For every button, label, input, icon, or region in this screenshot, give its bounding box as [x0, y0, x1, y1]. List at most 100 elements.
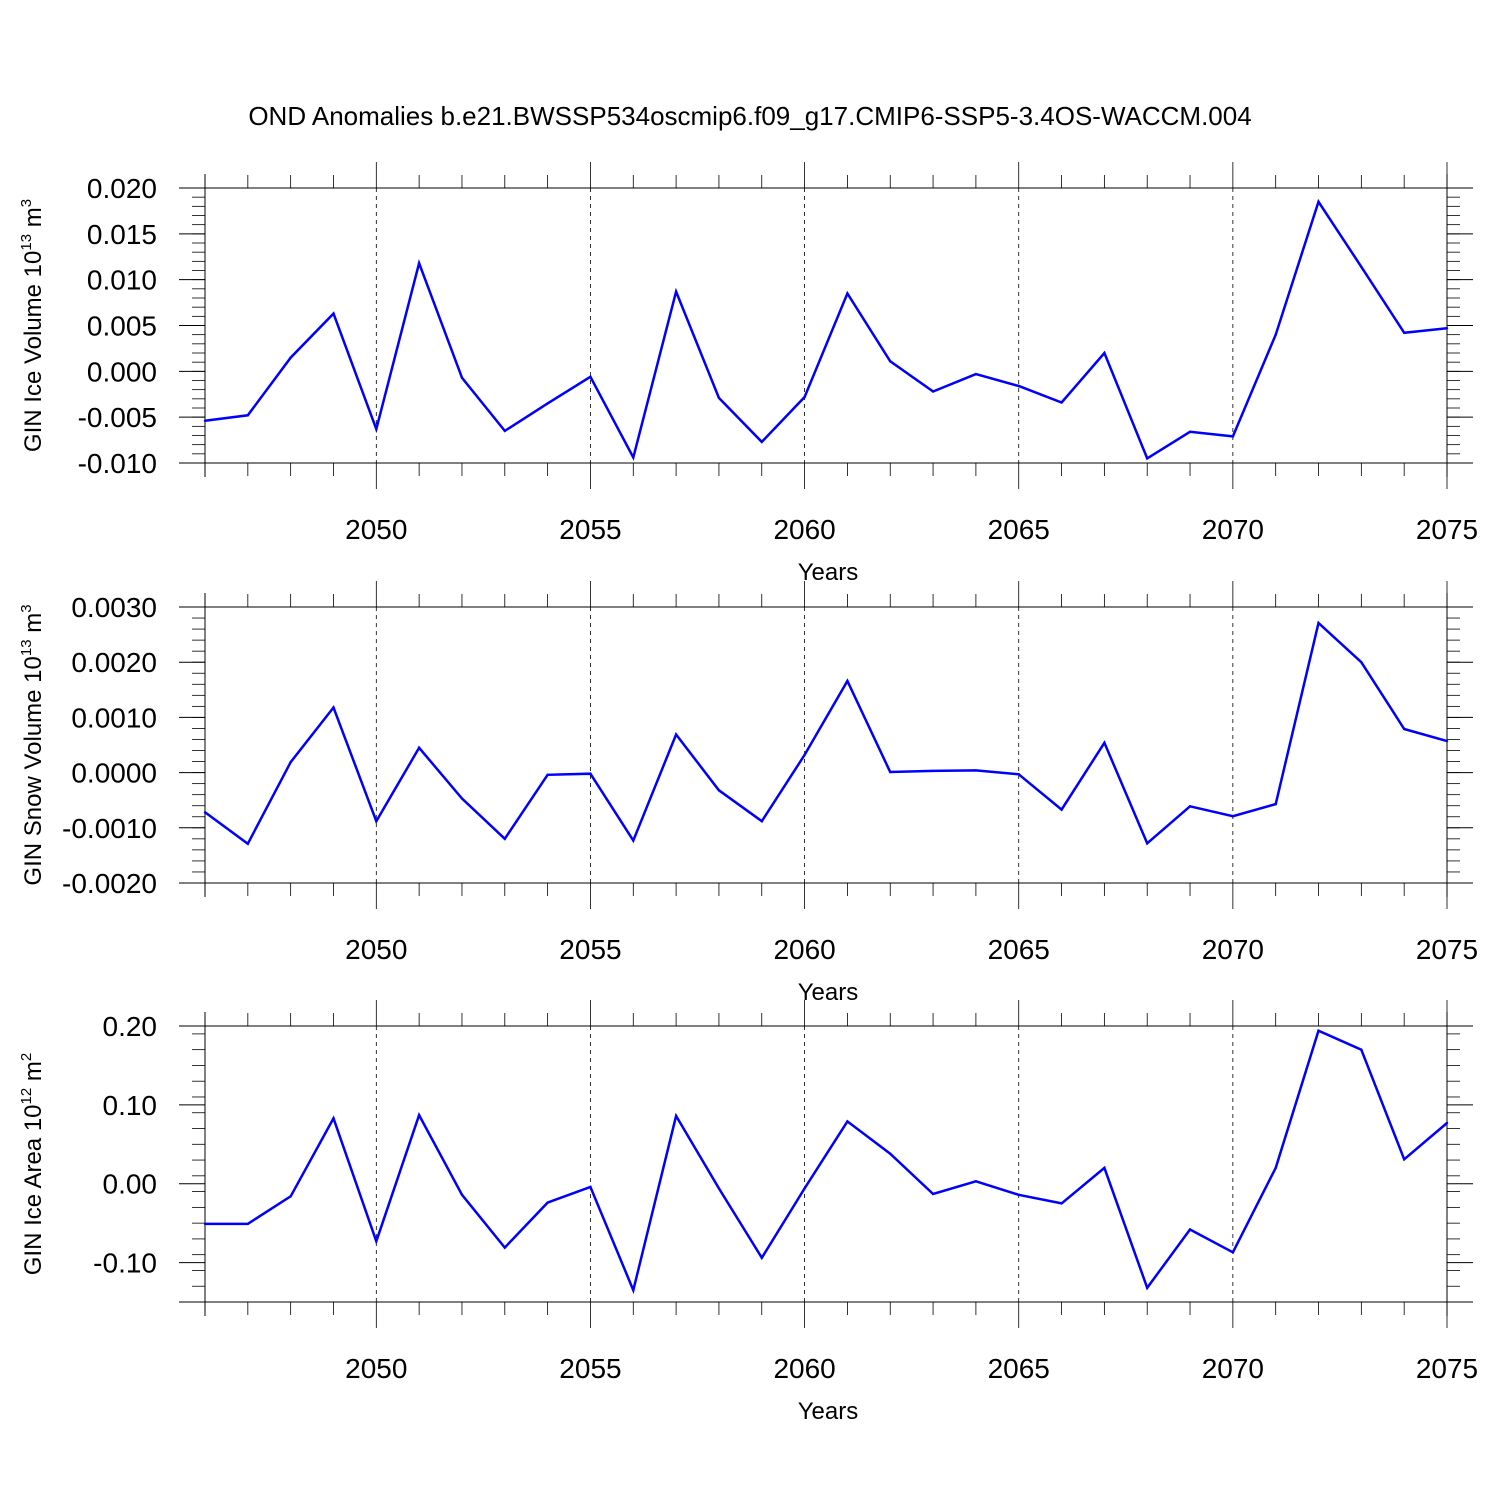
- y-tick-label: -0.0010: [62, 813, 157, 844]
- data-point: [1402, 727, 1406, 731]
- data-point: [1103, 351, 1106, 355]
- data-point: [846, 1120, 849, 1123]
- x-tick-label: 2065: [988, 934, 1050, 965]
- data-point: [589, 375, 592, 379]
- data-point: [246, 842, 250, 846]
- y-tick-label: 0.0000: [71, 758, 157, 789]
- data-point: [1146, 457, 1149, 460]
- data-point: [203, 419, 207, 423]
- data-point: [1317, 1029, 1320, 1032]
- data-point: [203, 1222, 207, 1226]
- data-point: [1231, 435, 1235, 438]
- chart-title: OND Anomalies b.e21.BWSSP534oscmip6.f09_…: [248, 101, 1251, 131]
- data-point: [289, 356, 292, 359]
- data-point: [589, 1185, 592, 1189]
- data-point: [1017, 384, 1020, 388]
- y-tick-label: 0.010: [87, 265, 157, 296]
- data-point: [289, 760, 292, 764]
- data-point: [332, 1117, 335, 1120]
- x-tick-label: 2060: [773, 1353, 835, 1384]
- data-series-line: [204, 620, 1448, 846]
- data-point: [1317, 200, 1320, 203]
- x-tick-label: 2070: [1202, 1353, 1264, 1384]
- data-point: [803, 753, 806, 757]
- x-tick-label: 2065: [988, 1353, 1050, 1384]
- chart-panel-3: -0.10 0.00 0.10 0.20 2050 2055 2060 2065 2070 207…: [18, 1000, 1478, 1425]
- data-point: [1402, 331, 1406, 335]
- data-point: [1017, 773, 1020, 776]
- y-tick-label: 0.20: [103, 1011, 158, 1042]
- data-point: [760, 1256, 763, 1260]
- data-point: [332, 312, 335, 315]
- x-tick-label: 2075: [1416, 1353, 1478, 1384]
- data-point: [1146, 842, 1149, 845]
- data-point: [1103, 741, 1106, 744]
- data-point: [931, 769, 935, 773]
- data-point: [546, 773, 549, 777]
- data-point: [889, 770, 892, 774]
- y-tick-label: 0.10: [103, 1090, 158, 1121]
- data-point: [1146, 1286, 1149, 1290]
- data-point: [546, 402, 549, 405]
- data-point: [589, 772, 592, 775]
- data-point: [1188, 1228, 1192, 1231]
- data-point: [632, 839, 635, 842]
- data-point: [1274, 333, 1277, 336]
- data-series-line: [204, 198, 1448, 461]
- x-tick-label: 2055: [559, 1353, 621, 1384]
- data-point: [460, 376, 464, 379]
- y-tick-label: -0.0020: [62, 868, 157, 899]
- data-point: [503, 1246, 506, 1249]
- data-point: [375, 427, 378, 431]
- data-point: [889, 1152, 892, 1155]
- data-point: [632, 1288, 635, 1292]
- x-axis-label: Years: [798, 559, 859, 586]
- y-tick-label: 0.0010: [71, 702, 157, 733]
- data-point: [674, 1114, 678, 1118]
- data-point: [1360, 1048, 1363, 1051]
- data-point: [803, 1187, 806, 1190]
- data-point: [1445, 327, 1449, 330]
- data-point: [1317, 621, 1320, 625]
- y-tick-label: 0.0030: [71, 592, 157, 623]
- data-point: [931, 390, 935, 393]
- y-tick-label: 0.00: [103, 1169, 158, 1200]
- data-point: [1445, 1121, 1449, 1125]
- data-point: [1231, 815, 1235, 818]
- y-tick-label: 0.005: [87, 311, 157, 342]
- x-tick-label: 2070: [1202, 514, 1264, 545]
- x-axis-label: Years: [798, 1398, 859, 1425]
- data-point: [503, 429, 506, 433]
- data-point: [289, 1195, 292, 1198]
- data-point: [417, 1113, 421, 1117]
- x-tick-label: 2060: [773, 514, 835, 545]
- y-tick-label: -0.10: [93, 1248, 157, 1279]
- data-point: [546, 1201, 549, 1204]
- data-point: [974, 1180, 978, 1183]
- data-point: [717, 789, 721, 792]
- data-point: [417, 261, 421, 265]
- x-tick-label: 2050: [345, 934, 407, 965]
- y-tick-label: -0.005: [78, 402, 157, 433]
- data-point: [1188, 805, 1192, 808]
- x-tick-label: 2060: [773, 934, 835, 965]
- data-point: [375, 1240, 378, 1243]
- data-point: [674, 733, 678, 736]
- data-point: [889, 360, 892, 363]
- data-point: [632, 456, 635, 459]
- data-point: [246, 414, 250, 417]
- data-point: [846, 679, 849, 683]
- data-point: [1360, 265, 1363, 269]
- data-point: [674, 290, 678, 293]
- data-point: [332, 706, 335, 709]
- data-point: [203, 811, 207, 814]
- data-point: [846, 292, 849, 295]
- x-tick-label: 2055: [559, 934, 621, 965]
- data-point: [717, 396, 721, 400]
- data-point: [503, 837, 506, 841]
- data-point: [375, 819, 378, 823]
- data-point: [1103, 1166, 1106, 1170]
- data-point: [460, 797, 464, 800]
- data-point: [1274, 1166, 1277, 1170]
